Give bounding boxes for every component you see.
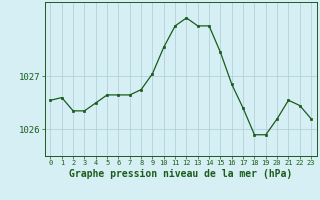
X-axis label: Graphe pression niveau de la mer (hPa): Graphe pression niveau de la mer (hPa) xyxy=(69,169,292,179)
